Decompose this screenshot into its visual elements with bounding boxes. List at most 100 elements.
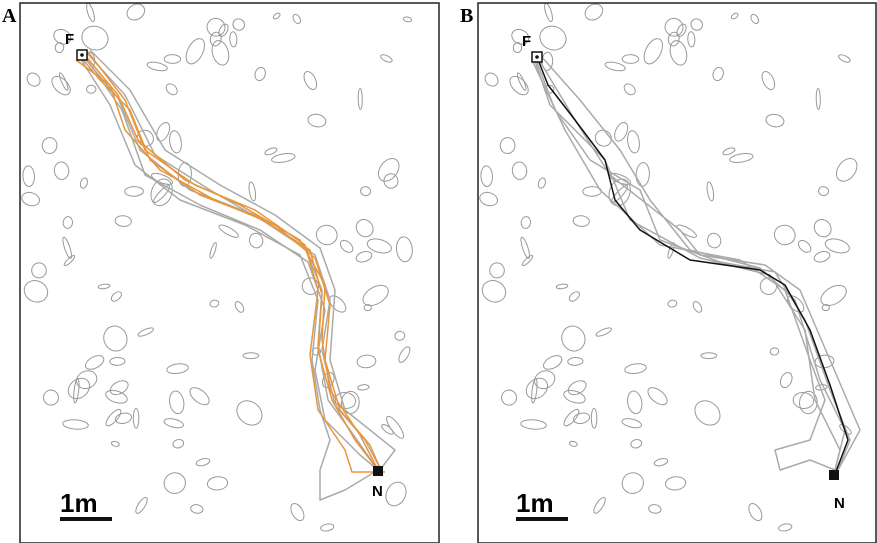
obstacle (172, 438, 185, 449)
obstacle (594, 129, 612, 147)
obstacle (664, 17, 684, 37)
obstacle (26, 72, 41, 87)
obstacle (163, 418, 184, 429)
obstacle (271, 153, 296, 163)
obstacle (79, 177, 88, 189)
obstacle (839, 424, 852, 435)
obstacle (484, 72, 499, 87)
obstacle (729, 153, 754, 163)
obstacle (520, 236, 531, 259)
obstacle (835, 158, 858, 182)
obstacle (386, 415, 405, 439)
end-marker (829, 470, 839, 480)
obstacle (385, 481, 407, 507)
obstacle (110, 440, 120, 447)
obstacle (627, 390, 643, 415)
obstacle (114, 215, 132, 227)
obstacle (501, 389, 518, 406)
start-dot (535, 55, 539, 59)
obstacle (150, 178, 173, 207)
obstacle (667, 242, 675, 259)
obstacle (511, 161, 528, 180)
obstacle (254, 66, 266, 82)
obstacle (248, 181, 257, 202)
panel-label: A (2, 5, 17, 27)
obstacle (567, 380, 587, 396)
obstacle (85, 355, 105, 370)
obstacle (820, 284, 847, 307)
obstacle (815, 88, 821, 110)
obstacle (315, 224, 338, 246)
obstacle (110, 291, 122, 302)
obstacle (234, 301, 245, 313)
obstacle (664, 476, 687, 491)
obstacle (712, 66, 724, 82)
obstacle (63, 255, 76, 267)
obstacles (21, 2, 858, 532)
obstacle (563, 408, 580, 427)
obstacle (630, 438, 643, 449)
obstacle (765, 113, 785, 128)
obstacle (779, 372, 793, 389)
obstacle (398, 346, 411, 363)
obstacle (206, 17, 226, 37)
obstacle (209, 31, 222, 47)
obstacle (669, 40, 688, 66)
obstacle (611, 185, 629, 204)
obstacle (769, 347, 780, 356)
obstacle (229, 31, 238, 48)
obstacle (676, 23, 687, 37)
obstacle (211, 40, 230, 66)
obstacle (647, 387, 668, 406)
obstacle (621, 54, 640, 64)
obstacle (561, 325, 586, 352)
obstacle (81, 25, 109, 51)
obstacle (21, 191, 41, 207)
trail (75, 59, 381, 469)
obstacle (516, 72, 527, 91)
obstacle (627, 130, 640, 154)
scale-label: 1m (60, 488, 98, 518)
trails (531, 54, 861, 475)
obstacle (572, 412, 591, 425)
obstacle (67, 377, 91, 400)
obstacle (643, 38, 663, 65)
trail (536, 56, 849, 475)
obstacle (206, 476, 229, 491)
start-dot (80, 53, 84, 57)
obstacle (185, 38, 205, 65)
obstacle (595, 327, 612, 337)
obstacle (218, 23, 229, 37)
obstacle (521, 255, 534, 267)
obstacle (126, 3, 146, 21)
obstacle (690, 18, 703, 31)
obstacle (356, 354, 377, 369)
obstacle (380, 54, 393, 63)
trail (87, 51, 385, 473)
obstacle (512, 42, 523, 54)
obstacle (480, 165, 493, 187)
end-marker (373, 466, 383, 476)
obstacle (103, 325, 128, 352)
obstacle (303, 71, 318, 91)
obstacle (292, 13, 302, 25)
obstacle (105, 389, 128, 404)
obstacle (307, 113, 327, 128)
obstacle (395, 236, 413, 263)
obstacle (357, 384, 370, 391)
obstacle (608, 178, 631, 207)
obstacle (730, 12, 739, 20)
obstacle (648, 504, 662, 514)
obstacle (137, 327, 154, 337)
obstacle (563, 389, 586, 404)
obstacle (339, 239, 354, 253)
obstacle (593, 496, 606, 514)
obstacle (166, 363, 189, 375)
obstacle (604, 61, 626, 72)
obstacle (357, 88, 363, 110)
obstacle (114, 412, 133, 425)
obstacle (377, 158, 400, 182)
obstacle (209, 299, 220, 308)
obstacle (706, 181, 715, 202)
